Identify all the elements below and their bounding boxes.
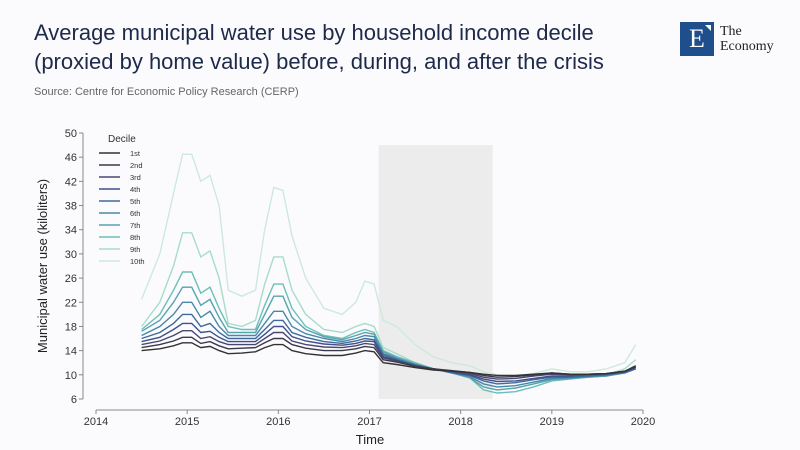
y-axis-label: Municipal water use (kiloliters): [35, 179, 50, 353]
legend-label: 8th: [130, 233, 140, 242]
series-line-5th: [141, 313, 636, 385]
y-tick-label: 18: [65, 321, 77, 333]
x-axis-label: Time: [356, 432, 384, 447]
x-tick-label: 2016: [266, 416, 290, 428]
logo-line1: The: [720, 24, 742, 39]
legend-label: 2nd: [130, 161, 143, 170]
legend-label: 6th: [130, 209, 140, 218]
legend-label: 7th: [130, 221, 140, 230]
y-tick-label: 14: [65, 346, 77, 358]
legend-label: 1st: [130, 149, 141, 158]
y-tick-label: 46: [65, 152, 77, 164]
y-tick-label: 42: [65, 176, 77, 188]
x-tick-label: 2017: [357, 416, 381, 428]
y-tick-label: 38: [65, 201, 77, 213]
legend-label: 10th: [130, 257, 145, 266]
x-tick-label: 2018: [448, 416, 472, 428]
header: Average municipal water use by household…: [34, 18, 670, 99]
logo-line2: Economy: [720, 39, 774, 54]
series-line-1st: [141, 342, 637, 377]
y-tick-label: 10: [65, 370, 77, 382]
legend-label: 5th: [130, 197, 140, 206]
x-tick-label: 2019: [540, 416, 564, 428]
source-note: Source: Centre for Economic Policy Resea…: [34, 86, 299, 98]
legend-title: Decile: [108, 134, 136, 145]
y-tick-label: 30: [65, 249, 77, 261]
legend-label: 9th: [130, 245, 140, 254]
y-tick-label: 6: [71, 394, 77, 406]
legend-label: 3rd: [130, 173, 141, 182]
series-line-7th: [141, 286, 636, 391]
series-line-4th: [141, 322, 636, 383]
x-tick-label: 2015: [175, 416, 199, 428]
series-line-6th: [141, 301, 636, 388]
series-line-8th: [141, 271, 637, 394]
series-line-3rd: [141, 330, 636, 380]
y-tick-label: 22: [65, 297, 77, 309]
logo-text: The Economy: [720, 24, 774, 54]
legend-label: 4th: [130, 185, 140, 194]
x-tick-label: 2020: [631, 416, 655, 428]
y-tick-label: 50: [65, 128, 77, 140]
chart-title: Average municipal water use by household…: [34, 20, 604, 74]
y-tick-label: 34: [65, 225, 77, 237]
logo: E The Economy: [680, 22, 774, 56]
y-tick-label: 26: [65, 273, 77, 285]
logo-mark: E: [680, 22, 714, 56]
x-tick-label: 2014: [84, 416, 108, 428]
